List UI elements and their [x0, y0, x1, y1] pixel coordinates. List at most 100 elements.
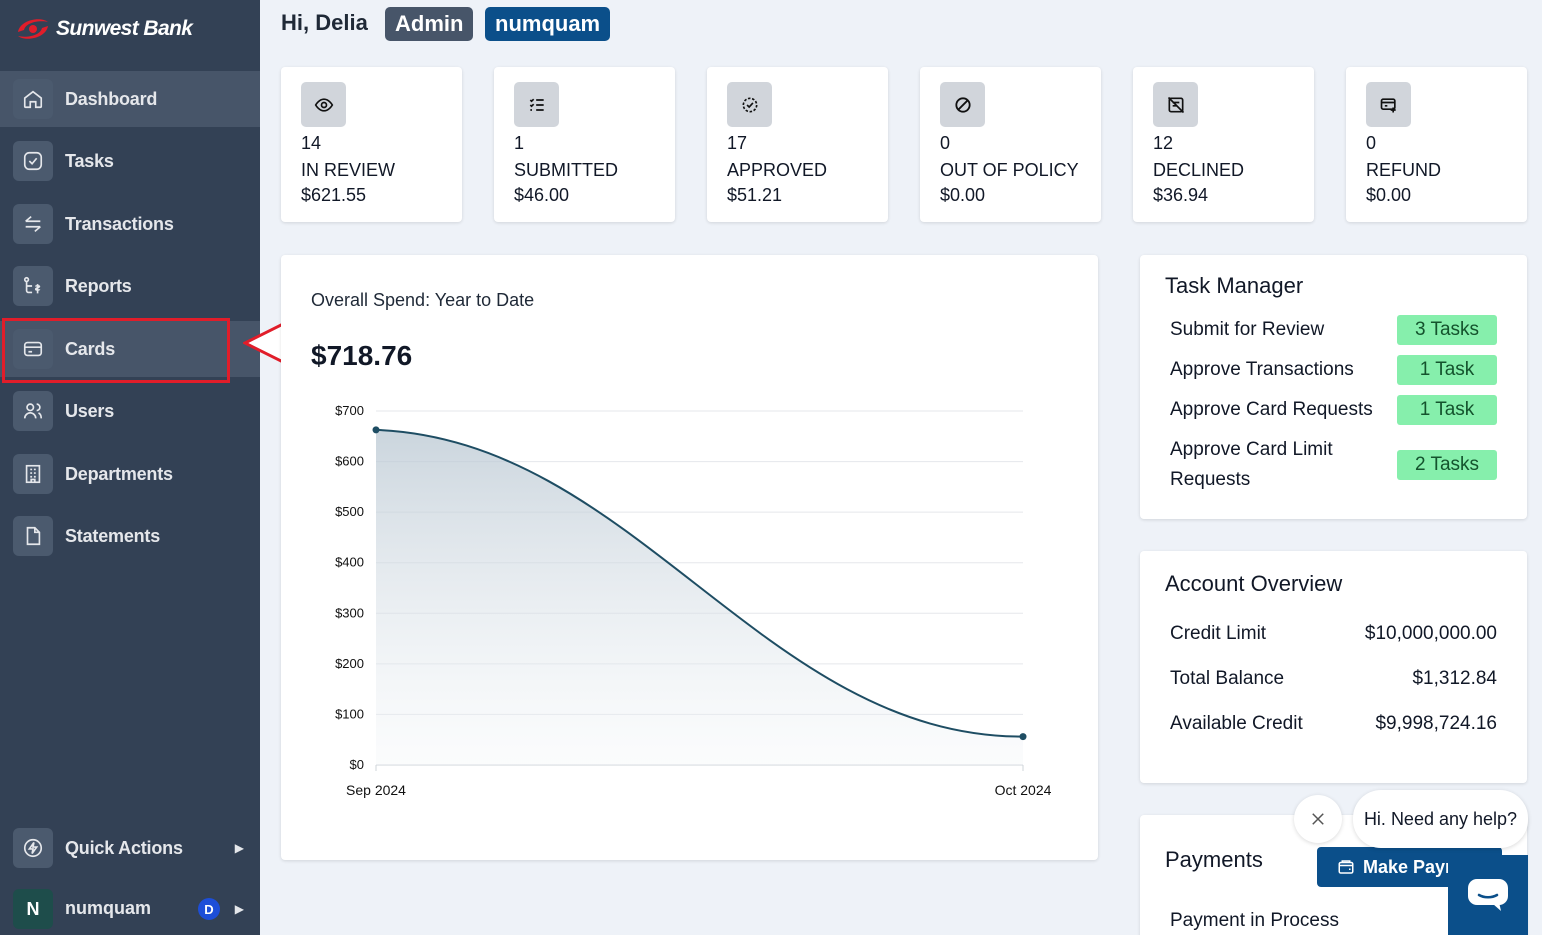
sidebar-item-dashboard[interactable]: Dashboard	[0, 71, 260, 127]
stat-label: DECLINED	[1153, 160, 1245, 180]
ban-icon	[940, 82, 985, 127]
x-tick-label: Sep 2024	[346, 782, 406, 798]
spend-chart: $0 $100 $200 $300 $400 $500 $600 $700 Sep 2024 Oc…	[335, 403, 1052, 798]
card-icon	[13, 329, 53, 369]
quick-actions-label: Quick Actions	[65, 837, 183, 858]
org-badge: numquam	[485, 7, 611, 41]
sidebar-item-label: Reports	[65, 275, 132, 296]
stat-count: 14	[301, 133, 322, 153]
refund-icon	[1366, 82, 1411, 127]
available-credit-label: Available Credit	[1170, 713, 1303, 734]
task-label: Submit for Review	[1170, 319, 1325, 340]
stat-count: 17	[727, 133, 748, 153]
stat-count: 12	[1153, 133, 1174, 153]
sidebar-item-label: Cards	[65, 338, 116, 359]
stat-card-declined[interactable]: 12 DECLINED $36.94	[1133, 67, 1314, 222]
check-circle-icon	[13, 141, 53, 181]
area-fill	[376, 429, 1023, 765]
stat-count: 1	[514, 133, 525, 153]
sidebar-item-statements[interactable]: Statements	[0, 508, 260, 564]
close-help-button[interactable]	[1294, 795, 1342, 843]
spend-total: $718.76	[311, 340, 413, 371]
stat-amount: $0.00	[1366, 185, 1412, 205]
y-tick-label: $300	[335, 605, 364, 620]
sidebar-item-label: Statements	[65, 525, 161, 546]
sidebar-item-label: Users	[65, 400, 115, 421]
available-credit-value: $9,998,724.16	[1375, 713, 1497, 734]
sidebar-item-label: Departments	[65, 463, 173, 484]
declined-icon	[1153, 82, 1198, 127]
task-label: Approve Card Requests	[1170, 399, 1373, 420]
user-menu[interactable]: N numquam D ▶	[0, 880, 260, 935]
sunwest-logo-icon	[18, 19, 48, 39]
chart-title: Overall Spend: Year to Date	[311, 290, 535, 310]
help-message[interactable]: Hi. Need any help?	[1353, 790, 1528, 848]
stat-count: 0	[940, 133, 951, 153]
stat-card-out-of-policy[interactable]: 0 OUT OF POLICY $0.00	[920, 67, 1101, 222]
stat-card-in-review[interactable]: 14 IN REVIEW $621.55	[281, 67, 462, 222]
close-icon	[1312, 813, 1324, 825]
account-overview-title: Account Overview	[1165, 571, 1343, 596]
spend-chart-card: Overall Spend: Year to Date $718.76 $0 $1…	[281, 255, 1098, 860]
brand-name: Sunwest Bank	[56, 17, 193, 40]
stat-amount: $0.00	[940, 185, 986, 205]
sidebar-item-users[interactable]: Users	[0, 383, 260, 439]
sidebar: Sunwest Bank Dashboard Tasks Transaction…	[0, 0, 260, 935]
y-tick-label: $500	[335, 504, 364, 519]
task-count-badge[interactable]: 1 Task	[1397, 395, 1497, 425]
swap-icon	[13, 204, 53, 244]
total-balance-value: $1,312.84	[1412, 668, 1497, 689]
y-tick-label: $0	[350, 757, 364, 772]
document-icon	[13, 516, 53, 556]
sidebar-item-label: Dashboard	[65, 88, 158, 109]
task-count-badge[interactable]: 2 Tasks	[1397, 450, 1497, 480]
user-badge: D	[198, 898, 220, 920]
eye-icon	[301, 82, 346, 127]
stat-amount: $51.21	[727, 185, 783, 205]
x-tick-label: Oct 2024	[995, 782, 1052, 798]
sidebar-item-label: Tasks	[65, 150, 114, 171]
account-overview-panel: Account Overview Credit Limit $10,000,00…	[1140, 551, 1527, 783]
y-tick-label: $400	[335, 555, 364, 570]
user-name: numquam	[65, 898, 152, 918]
data-point	[1019, 733, 1027, 741]
highlight-box	[2, 318, 230, 383]
chevron-right-icon: ▶	[234, 841, 244, 855]
report-icon	[13, 266, 53, 306]
greeting: Hi, Delia	[281, 10, 368, 35]
sidebar-item-transactions[interactable]: Transactions	[0, 196, 260, 252]
stat-card-submitted[interactable]: 1 SUBMITTED $46.00	[494, 67, 675, 222]
task-manager-panel: Task Manager Submit for Review 3 Tasks A…	[1140, 255, 1527, 519]
series-line	[375, 428, 1024, 738]
sidebar-item-departments[interactable]: Departments	[0, 446, 260, 502]
stat-card-refund[interactable]: 0 REFUND $0.00	[1346, 67, 1527, 222]
stat-amount: $621.55	[301, 185, 367, 205]
chat-launcher-button[interactable]	[1448, 855, 1528, 935]
task-count-badge[interactable]: 1 Task	[1397, 355, 1497, 385]
stat-label: REFUND	[1366, 160, 1441, 180]
stat-label: OUT OF POLICY	[940, 160, 1079, 180]
chat-icon	[1468, 879, 1508, 911]
home-icon	[13, 79, 53, 119]
stat-amount: $36.94	[1153, 185, 1209, 205]
chevron-right-icon: ▶	[234, 902, 244, 916]
users-icon	[13, 391, 53, 431]
sidebar-item-cards[interactable]: Cards	[0, 321, 260, 377]
y-tick-label: $700	[335, 403, 364, 418]
task-label: Approve Card Limit Requests	[1170, 439, 1333, 490]
sidebar-item-quick-actions[interactable]: Quick Actions ▶	[0, 820, 260, 876]
y-tick-label: $200	[335, 656, 364, 671]
sidebar-item-tasks[interactable]: Tasks	[0, 133, 260, 189]
credit-limit-label: Credit Limit	[1170, 623, 1267, 644]
avatar: N	[13, 889, 53, 929]
task-count-badge[interactable]: 3 Tasks	[1397, 315, 1497, 345]
credit-limit-value: $10,000,000.00	[1364, 623, 1497, 644]
brand-logo[interactable]: Sunwest Bank	[14, 12, 193, 46]
stat-card-approved[interactable]: 17 APPROVED $51.21	[707, 67, 888, 222]
sidebar-item-reports[interactable]: Reports	[0, 258, 260, 314]
badge-check-icon	[727, 82, 772, 127]
y-tick-label: $600	[335, 454, 364, 469]
stat-amount: $46.00	[514, 185, 570, 205]
role-badge: Admin	[385, 7, 474, 41]
data-point	[372, 426, 380, 434]
